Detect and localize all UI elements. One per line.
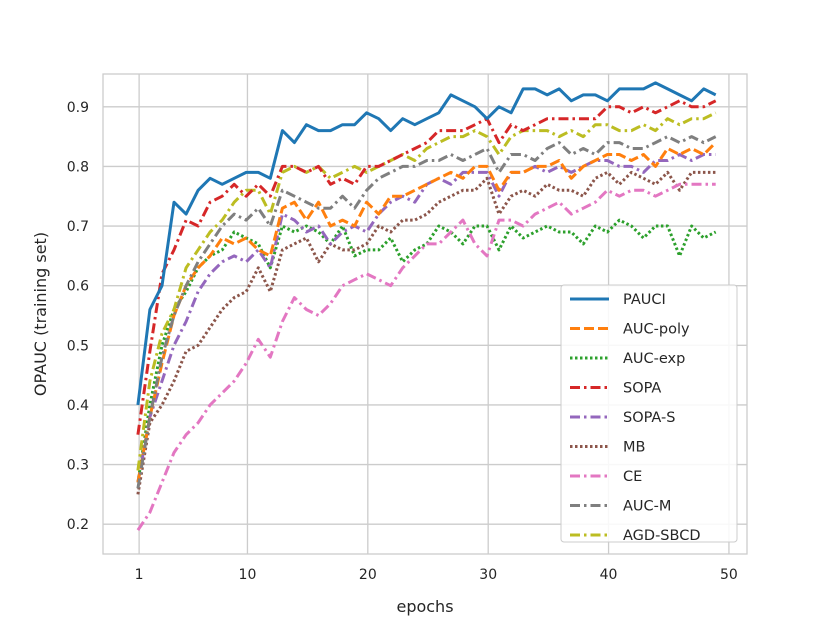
legend-label: SOPA-S	[623, 410, 675, 426]
legend-entry: CE	[570, 469, 642, 485]
series-lines	[136, 81, 717, 531]
legend-entry: MB	[570, 440, 645, 456]
legend-label: AGD-SBCD	[623, 528, 700, 544]
y-tick-label: 0.9	[67, 100, 89, 116]
y-axis-label: OPAUC (training set)	[31, 232, 50, 396]
y-axis-ticks: 0.2 0.3 0.4 0.5 0.6 0.7 0.8 0.9	[67, 100, 89, 533]
x-axis-label: epochs	[396, 597, 453, 616]
legend-entry: AGD-SBCD	[570, 528, 700, 544]
plot-frame	[102, 73, 748, 555]
legend-entry: AUC-exp	[570, 351, 685, 367]
series-line-mb	[136, 170, 716, 495]
legend-label: CE	[623, 469, 642, 485]
y-tick-label: 0.4	[67, 398, 89, 414]
y-tick-label: 0.8	[67, 159, 89, 175]
legend-label: SOPA	[623, 381, 661, 397]
x-tick-label: 40	[600, 567, 618, 583]
legend-entry: PAUCI	[570, 292, 666, 308]
legend-entry: SOPA	[570, 381, 661, 397]
y-tick-label: 0.6	[67, 279, 89, 295]
x-tick-label: 50	[720, 567, 738, 583]
legend-label: MB	[623, 440, 645, 456]
x-axis-ticks: 1 10 20 30 40 50	[135, 567, 738, 583]
series-line-sopa	[136, 99, 717, 435]
legend-label: AUC-poly	[623, 322, 690, 338]
y-tick-label: 0.3	[67, 458, 89, 474]
series-line-agd-sbcd	[136, 111, 717, 471]
legend-box	[560, 284, 738, 543]
x-tick-label: 1	[135, 567, 144, 583]
legend-label: PAUCI	[623, 292, 666, 308]
series-line-ce	[136, 182, 716, 531]
series-line-auc-exp	[136, 218, 717, 483]
legend-entry: SOPA-S	[570, 410, 675, 426]
series-line-auc-m	[136, 135, 717, 489]
legend-entry: AUC-poly	[570, 322, 690, 338]
series-line-auc-poly	[136, 141, 717, 483]
legend-entry: AUC-M	[570, 499, 671, 515]
legend: PAUCI AUC-poly AUC-exp SOPA SOPA-S MB CE AUC-M A…	[560, 284, 738, 544]
legend-label: AUC-exp	[623, 351, 685, 367]
legend-label: AUC-M	[623, 499, 671, 515]
x-tick-label: 20	[359, 567, 377, 583]
x-tick-label: 30	[479, 567, 497, 583]
y-tick-label: 0.5	[67, 338, 89, 354]
series-line-pauci	[136, 81, 717, 406]
y-tick-label: 0.7	[67, 219, 89, 235]
x-tick-label: 10	[239, 567, 257, 583]
y-tick-label: 0.2	[67, 517, 89, 533]
